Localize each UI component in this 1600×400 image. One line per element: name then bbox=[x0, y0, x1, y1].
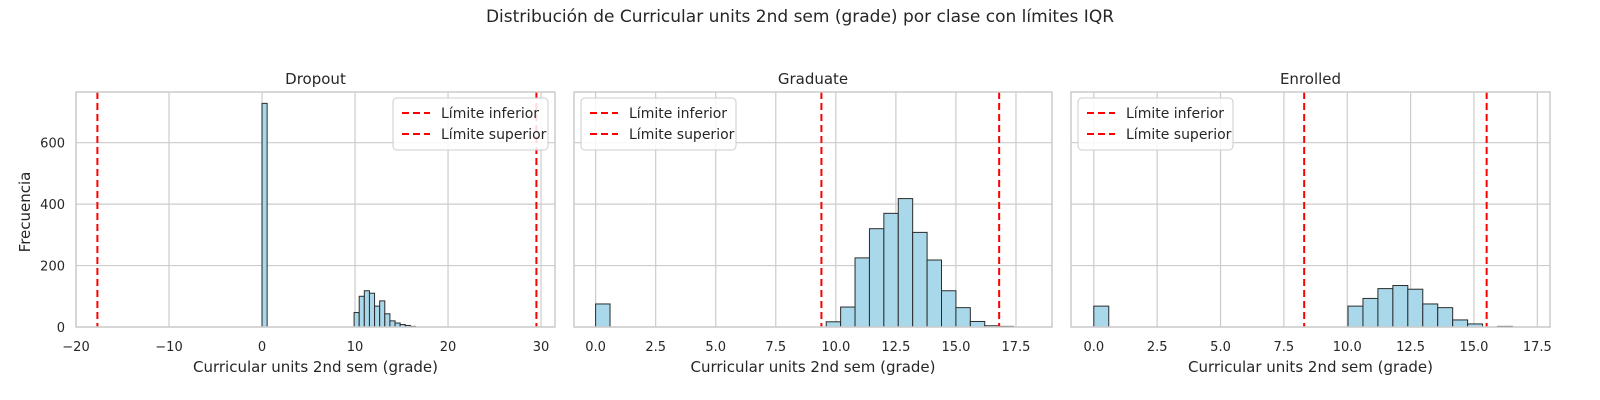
legend-label: Límite inferior bbox=[629, 106, 727, 122]
histogram-bar bbox=[969, 320, 986, 328]
histogram-bar bbox=[1407, 288, 1424, 328]
legend-label: Límite superior bbox=[629, 127, 735, 143]
legend-box bbox=[1077, 97, 1234, 151]
histogram-bar bbox=[926, 259, 943, 328]
x-tick-label: 7.5 bbox=[765, 340, 786, 355]
histogram-bar bbox=[941, 290, 957, 328]
histogram-bar bbox=[883, 212, 899, 328]
histogram-bar bbox=[897, 198, 914, 328]
x-tick-label: 0 bbox=[258, 340, 266, 355]
legend-label: Límite inferior bbox=[441, 106, 539, 122]
axes-frame bbox=[573, 91, 1053, 328]
histogram-bar bbox=[261, 102, 268, 328]
panel-title: Dropout bbox=[285, 70, 346, 88]
histogram-bar bbox=[854, 257, 870, 328]
x-tick-label: 30 bbox=[533, 340, 550, 355]
panel-title: Graduate bbox=[778, 70, 848, 88]
histogram-bar bbox=[1377, 288, 1394, 328]
x-tick-label: 12.5 bbox=[881, 340, 910, 355]
x-axis-label: Curricular units 2nd sem (grade) bbox=[193, 358, 438, 376]
histogram-bar bbox=[868, 228, 885, 328]
histogram-bar bbox=[840, 306, 856, 328]
legend: Límite inferior Límite superior bbox=[580, 97, 737, 151]
histogram-bar bbox=[1347, 305, 1364, 328]
x-tick-label: 2.5 bbox=[645, 340, 666, 355]
x-tick-label: 15.0 bbox=[1459, 340, 1488, 355]
legend-box bbox=[580, 97, 737, 151]
x-axis-label: Curricular units 2nd sem (grade) bbox=[1188, 358, 1433, 376]
histogram-bar bbox=[1392, 285, 1409, 328]
x-tick-label: 17.5 bbox=[1523, 340, 1552, 355]
x-tick-label: 15.0 bbox=[941, 340, 970, 355]
histogram-bar bbox=[379, 300, 386, 328]
y-tick-label: 400 bbox=[40, 198, 65, 213]
axes-frame bbox=[75, 91, 556, 328]
histogram-bar bbox=[825, 321, 842, 328]
legend-label: Límite inferior bbox=[1126, 106, 1224, 122]
legend: Límite inferior Límite superior bbox=[1077, 97, 1234, 151]
histogram-bar bbox=[912, 231, 928, 328]
histogram-bar bbox=[1093, 305, 1110, 328]
x-tick-label: 5.0 bbox=[1210, 340, 1231, 355]
panel-title: Enrolled bbox=[1280, 70, 1341, 88]
x-tick-label: −20 bbox=[62, 340, 89, 355]
histogram-bar bbox=[368, 292, 376, 328]
x-tick-label: 17.5 bbox=[1001, 340, 1030, 355]
legend-box bbox=[392, 97, 549, 151]
histogram-bar bbox=[389, 320, 396, 328]
panel-graduate: 0.0 2.5 5.0 7.5 10.0 12.5 15.0 17.5 Graduate Curr… bbox=[573, 70, 1053, 376]
histogram-bar bbox=[595, 303, 611, 328]
x-tick-label: 5.0 bbox=[705, 340, 726, 355]
histogram-bar bbox=[374, 305, 381, 328]
histogram-bar bbox=[1362, 297, 1379, 328]
legend: Límite inferior Límite superior bbox=[392, 97, 549, 151]
x-tick-label: 10.0 bbox=[821, 340, 850, 355]
histogram-bar bbox=[1452, 319, 1469, 328]
x-tick-label: 0.0 bbox=[1083, 340, 1104, 355]
histogram-bar bbox=[358, 295, 365, 328]
histogram-bar bbox=[384, 313, 391, 328]
y-axis-label: Frecuencia bbox=[16, 172, 34, 253]
x-tick-label: 20 bbox=[440, 340, 457, 355]
histogram-bar bbox=[353, 312, 360, 328]
legend-label: Límite superior bbox=[441, 127, 547, 143]
x-tick-label: −10 bbox=[155, 340, 182, 355]
y-tick-label: 0 bbox=[57, 321, 65, 336]
histogram-bar bbox=[955, 307, 971, 328]
x-tick-label: 2.5 bbox=[1147, 340, 1168, 355]
legend-label: Límite superior bbox=[1126, 127, 1232, 143]
x-tick-label: 10.0 bbox=[1333, 340, 1362, 355]
y-tick-label: 600 bbox=[40, 137, 65, 152]
axes-frame bbox=[1070, 91, 1551, 328]
panel-dropout: −20 −10 0 10 20 30 0 200 400 600 Dropout Curricular… bbox=[40, 70, 556, 376]
x-tick-label: 12.5 bbox=[1396, 340, 1425, 355]
histogram-bar bbox=[363, 290, 370, 328]
panel-enrolled: 0.0 2.5 5.0 7.5 10.0 12.5 15.0 17.5 Enrolled Curr… bbox=[1070, 70, 1552, 376]
x-tick-label: 0.0 bbox=[585, 340, 606, 355]
histogram-bar bbox=[1437, 307, 1454, 328]
x-tick-label: 7.5 bbox=[1274, 340, 1295, 355]
histogram-bar bbox=[1422, 303, 1439, 328]
figure-title: Distribución de Curricular units 2nd sem… bbox=[486, 7, 1114, 27]
y-tick-label: 200 bbox=[40, 260, 65, 275]
x-tick-label: 10 bbox=[347, 340, 364, 355]
x-axis-label: Curricular units 2nd sem (grade) bbox=[690, 358, 935, 376]
